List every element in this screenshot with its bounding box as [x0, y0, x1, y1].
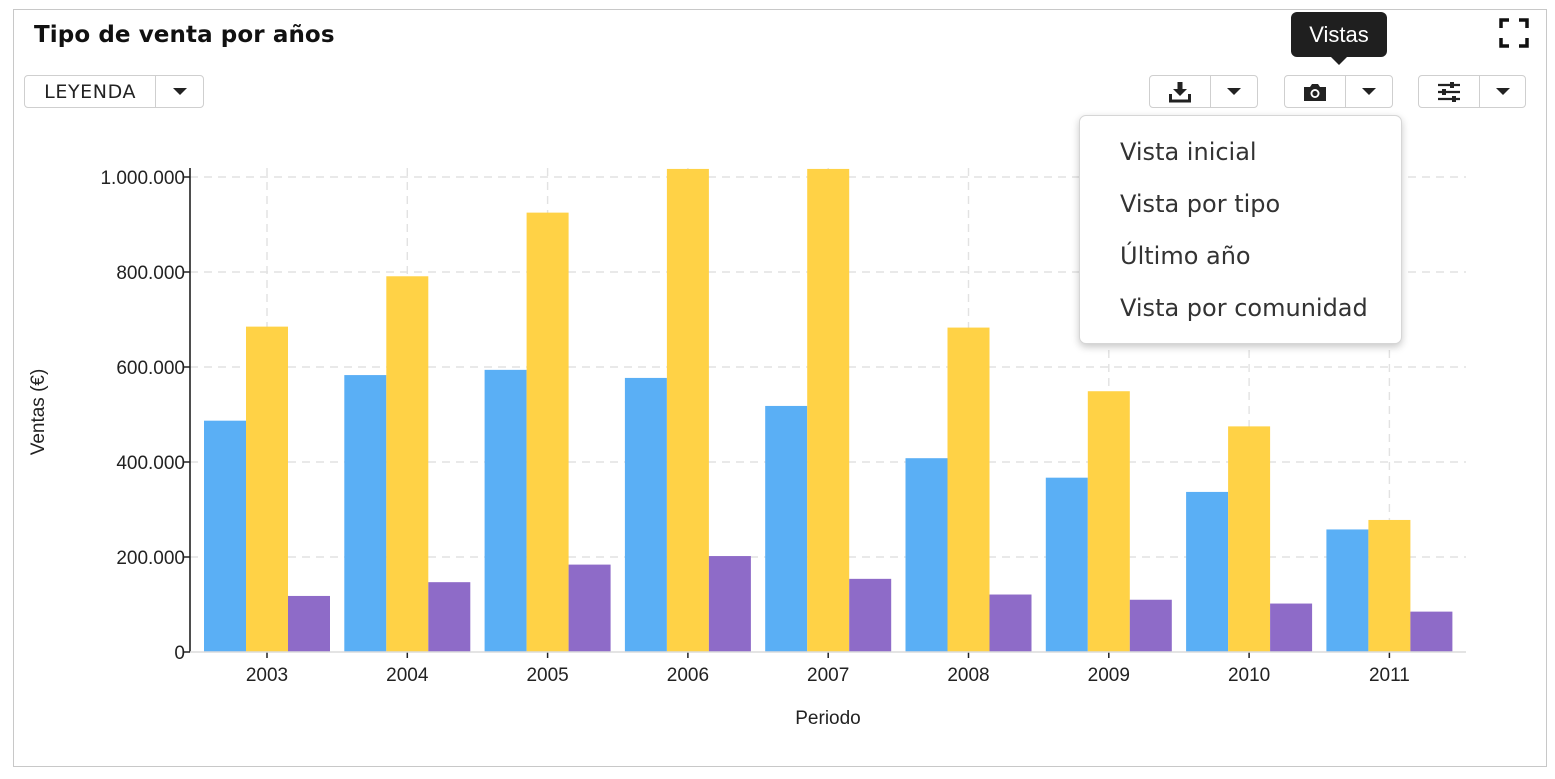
x-tick-label: 2011 [1369, 665, 1410, 686]
bar-2011-series-1[interactable] [1326, 529, 1369, 652]
fullscreen-icon[interactable] [1499, 18, 1529, 48]
bar-2010-series-1[interactable] [1186, 491, 1229, 652]
x-tick-label: 2003 [246, 665, 288, 686]
x-tick-label: 2009 [1088, 665, 1130, 686]
y-axis-label: Ventas (€) [28, 369, 49, 456]
views-button[interactable] [1285, 76, 1345, 107]
sliders-icon [1438, 81, 1461, 102]
bar-2009-series-1[interactable] [1045, 477, 1088, 652]
download-dropdown-button[interactable] [1210, 76, 1257, 107]
bar-2007-series-3[interactable] [849, 578, 892, 652]
y-tick-label: 0 [174, 643, 185, 664]
settings-button[interactable] [1419, 76, 1479, 107]
menu-item-vista-inicial[interactable]: Vista inicial [1120, 138, 1257, 166]
bar-2003-series-1[interactable] [204, 420, 246, 652]
bar-2003-series-2[interactable] [246, 326, 288, 652]
download-icon [1169, 81, 1192, 102]
settings-dropdown-button[interactable] [1479, 76, 1525, 107]
y-tick-label: 400.000 [116, 453, 185, 474]
download-button-group [1149, 75, 1258, 108]
views-button-group [1284, 75, 1393, 108]
bar-2007-series-2[interactable] [807, 168, 850, 653]
x-tick-label: 2006 [667, 665, 709, 686]
y-tick-label: 1.000.000 [100, 168, 185, 189]
bar-2005-series-3[interactable] [568, 564, 611, 652]
page-title: Tipo de venta por años [34, 22, 335, 48]
chart-bars [204, 168, 1453, 653]
bar-2005-series-1[interactable] [484, 369, 527, 652]
chevron-down-icon [172, 88, 187, 95]
bar-2011-series-3[interactable] [1410, 611, 1453, 652]
chart-axes: 0 200.000 400.000 600.000 800.000 1.000.000 20… [100, 168, 1466, 686]
bar-2004-series-3[interactable] [428, 582, 471, 652]
legend-button-label: LEYENDA [44, 80, 137, 103]
y-tick-label: 200.000 [116, 548, 185, 569]
bar-2007-series-1[interactable] [765, 405, 808, 652]
bar-2011-series-2[interactable] [1368, 519, 1411, 652]
x-tick-label: 2010 [1228, 665, 1270, 686]
legend-dropdown-button[interactable] [155, 76, 203, 107]
x-tick-label: 2004 [386, 665, 429, 686]
bar-2006-series-1[interactable] [624, 377, 667, 652]
tooltip-arrow [1331, 57, 1347, 65]
bar-2008-series-1[interactable] [905, 458, 948, 652]
menu-item-ultimo-ano[interactable]: Último año [1120, 242, 1251, 270]
chevron-down-icon [1495, 88, 1510, 95]
x-tick-label: 2008 [947, 665, 989, 686]
bar-2004-series-1[interactable] [344, 375, 387, 652]
chevron-down-icon [1362, 88, 1377, 95]
menu-item-vista-por-tipo[interactable]: Vista por tipo [1120, 190, 1281, 218]
settings-button-group [1418, 75, 1526, 108]
bar-2006-series-2[interactable] [666, 168, 709, 653]
legend-button-group: LEYENDA [24, 75, 204, 108]
bar-2010-series-3[interactable] [1270, 603, 1313, 652]
views-menu: Vista inicial Vista por tipo Último año … [1079, 115, 1402, 344]
bar-2008-series-2[interactable] [947, 327, 990, 652]
bar-2008-series-3[interactable] [989, 594, 1032, 652]
camera-icon [1304, 83, 1327, 101]
x-tick-label: 2007 [807, 665, 849, 686]
bar-2004-series-2[interactable] [386, 276, 429, 652]
bar-2006-series-3[interactable] [708, 556, 751, 652]
x-axis-label: Periodo [795, 708, 861, 729]
views-dropdown-button[interactable] [1345, 76, 1392, 107]
bar-2003-series-3[interactable] [288, 595, 330, 652]
views-tooltip: Vistas [1291, 12, 1387, 57]
y-tick-label: 600.000 [116, 358, 185, 379]
chevron-down-icon [1227, 88, 1242, 95]
bar-2010-series-2[interactable] [1228, 426, 1271, 652]
bar-2005-series-2[interactable] [526, 212, 569, 652]
download-button[interactable] [1150, 76, 1210, 107]
bar-2009-series-2[interactable] [1087, 391, 1130, 652]
legend-button[interactable]: LEYENDA [25, 76, 155, 107]
bar-2009-series-3[interactable] [1129, 599, 1172, 652]
y-tick-label: 800.000 [116, 263, 185, 284]
menu-item-vista-por-comunidad[interactable]: Vista por comunidad [1120, 294, 1368, 322]
x-tick-label: 2005 [526, 665, 568, 686]
